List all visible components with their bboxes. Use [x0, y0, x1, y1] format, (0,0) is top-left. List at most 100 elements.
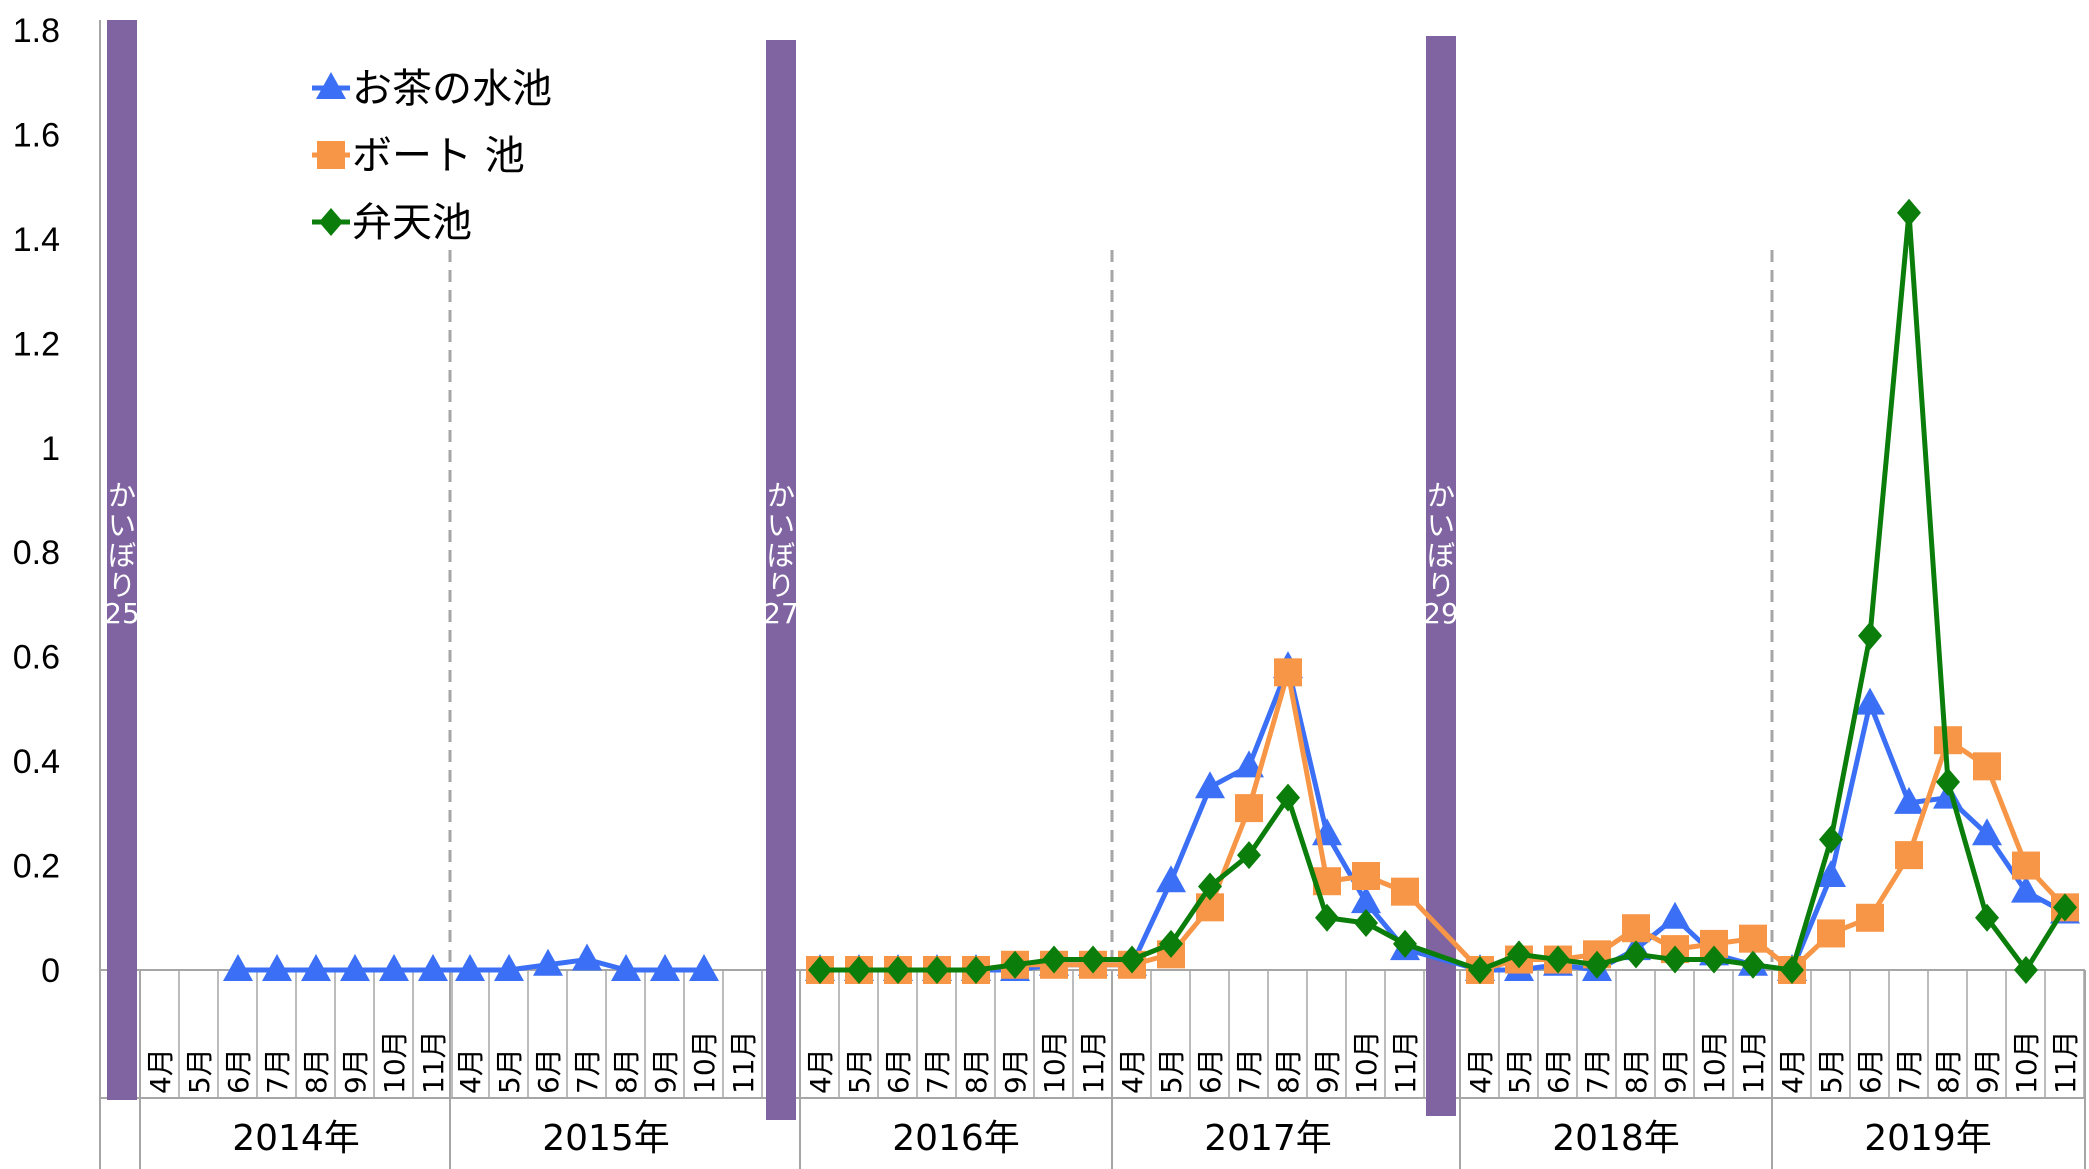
data-point	[1816, 860, 1846, 887]
month-label: 7月	[261, 1048, 294, 1094]
kaibori-label-char: い	[108, 509, 136, 542]
data-point	[301, 954, 331, 981]
kaibori-bar	[766, 40, 796, 1120]
data-point	[964, 956, 988, 984]
data-point	[1894, 786, 1924, 814]
legend-marker	[316, 72, 346, 99]
data-point	[1819, 825, 1843, 854]
kaibori-label-char: り	[1427, 569, 1455, 602]
data-point	[1739, 924, 1767, 953]
kaibori-label-number: 27	[763, 597, 799, 630]
data-point	[1276, 783, 1300, 812]
month-label: 6月	[882, 1048, 915, 1094]
data-point	[1858, 621, 1882, 650]
legend-label: 弁天池	[352, 200, 472, 246]
year-label: 2015年	[542, 1118, 670, 1159]
month-label: 8月	[610, 1048, 643, 1094]
data-point	[1042, 945, 1066, 974]
month-label: 4月	[1776, 1048, 1809, 1094]
kaibori-label-number: 25	[104, 597, 140, 630]
data-point	[1159, 929, 1183, 958]
month-label: 5月	[843, 1048, 876, 1094]
data-point	[455, 954, 485, 981]
data-point	[379, 954, 409, 981]
series-diamond	[808, 198, 2077, 984]
data-point	[1468, 956, 1492, 984]
data-point	[1507, 940, 1531, 969]
kaibori-label-char: り	[767, 569, 795, 602]
year-label: 2016年	[892, 1118, 1020, 1159]
legend-label: ボート 池	[352, 133, 525, 179]
data-point	[1352, 862, 1380, 890]
kaibori-label-char: か	[1427, 479, 1455, 512]
month-label: 10月	[688, 1030, 721, 1094]
data-point	[847, 956, 871, 984]
month-label: 4月	[454, 1048, 487, 1094]
month-label: 8月	[1932, 1048, 1965, 1094]
data-point	[1234, 750, 1264, 778]
data-point	[1315, 903, 1339, 932]
data-point	[494, 954, 524, 981]
year-label: 2017年	[1204, 1118, 1332, 1159]
month-label: 9月	[999, 1048, 1032, 1094]
data-point	[808, 956, 832, 984]
month-label: 7月	[1233, 1048, 1266, 1094]
data-point	[611, 954, 641, 981]
data-point	[1081, 945, 1105, 974]
data-point	[2012, 851, 2040, 880]
data-point	[1003, 950, 1027, 979]
kaibori-bar	[107, 20, 137, 1100]
y-tick-label: 1.4	[13, 221, 60, 259]
kaibori-label-char: ぼ	[767, 539, 795, 572]
data-point	[1973, 752, 2001, 781]
y-tick-label: 0.2	[13, 848, 60, 886]
month-label: 8月	[1272, 1048, 1305, 1094]
month-label: 5月	[183, 1048, 216, 1094]
month-label: 10月	[378, 1030, 411, 1094]
data-point	[1741, 950, 1765, 979]
y-tick-label: 1.6	[13, 116, 60, 154]
legend-marker	[319, 208, 343, 236]
data-point	[925, 956, 949, 984]
data-point	[1546, 945, 1570, 974]
month-label: 4月	[144, 1048, 177, 1094]
data-point	[2011, 875, 2041, 903]
kaibori-bar	[1426, 36, 1456, 1116]
data-point	[886, 956, 910, 984]
month-label: 5月	[493, 1048, 526, 1094]
legend-marker	[317, 141, 345, 169]
data-point	[1936, 768, 1960, 796]
month-label: 6月	[1542, 1048, 1575, 1094]
data-point	[223, 954, 253, 981]
data-point	[1622, 914, 1650, 943]
month-label: 9月	[1311, 1048, 1344, 1094]
data-point	[262, 954, 292, 981]
month-label: 5月	[1155, 1048, 1188, 1094]
y-tick-label: 0.4	[13, 743, 60, 781]
y-tick-label: 1	[41, 430, 60, 468]
y-tick-label: 1.2	[13, 325, 60, 363]
month-label: 6月	[532, 1048, 565, 1094]
series-layer	[223, 198, 2080, 984]
data-point	[1702, 945, 1726, 974]
month-label: 8月	[300, 1048, 333, 1094]
grid-layer	[448, 250, 1774, 970]
month-label: 4月	[1116, 1048, 1149, 1094]
data-point	[1660, 901, 1690, 929]
kaibori-label-char: り	[108, 569, 136, 602]
month-label: 9月	[339, 1048, 372, 1094]
month-label: 11月	[2049, 1030, 2082, 1094]
data-point	[1195, 771, 1225, 799]
data-point	[650, 954, 680, 981]
kaibori-label-char: ぼ	[108, 539, 136, 572]
month-label: 7月	[1581, 1048, 1614, 1094]
month-label: 8月	[960, 1048, 993, 1094]
month-label: 7月	[571, 1048, 604, 1094]
y-tick-label: 1.8	[13, 12, 60, 50]
legend-item: お茶の水池	[312, 66, 552, 112]
